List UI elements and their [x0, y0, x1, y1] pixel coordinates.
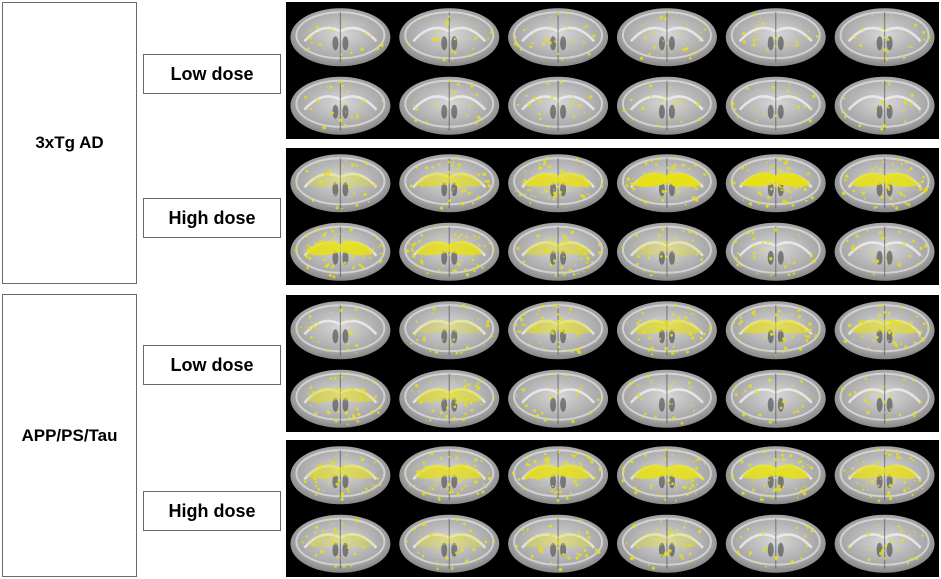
brain-slice — [834, 154, 935, 213]
brain-slice — [399, 222, 500, 281]
brain-slice — [834, 514, 935, 573]
brain-slice — [290, 446, 391, 505]
brain-slice — [834, 446, 935, 505]
brain-slice — [616, 301, 717, 360]
dose-box-3xtg-low: Low dose — [143, 54, 281, 94]
dose-box-app-low: Low dose — [143, 345, 281, 385]
brain-slice — [290, 8, 391, 67]
brain-slice — [508, 154, 609, 213]
brain-slice — [725, 154, 826, 213]
brain-slice — [508, 301, 609, 360]
brain-slice — [616, 514, 717, 573]
brain-slice — [290, 222, 391, 281]
brain-slice — [725, 76, 826, 135]
brain-slice — [616, 76, 717, 135]
brain-slices-svg — [290, 446, 935, 573]
brain-slices-svg — [290, 301, 935, 428]
brain-slice — [508, 76, 609, 135]
brain-slice — [399, 8, 500, 67]
brain-slice — [725, 369, 826, 428]
brain-slice — [725, 446, 826, 505]
brain-slice — [616, 154, 717, 213]
brain-slice — [290, 514, 391, 573]
brain-slice — [508, 514, 609, 573]
brain-slice — [508, 8, 609, 67]
dose-label-app-high: High dose — [168, 500, 256, 521]
brain-slice — [616, 446, 717, 505]
brain-slice — [834, 8, 935, 67]
brain-slice — [508, 446, 609, 505]
brain-slice — [834, 222, 935, 281]
brain-slice — [725, 222, 826, 281]
brain-slice — [399, 446, 500, 505]
brain-slice — [834, 369, 935, 428]
brain-slice — [508, 369, 609, 428]
brain-slice — [399, 514, 500, 573]
dose-box-3xtg-high: High dose — [143, 198, 281, 238]
brain-panel-app-low — [286, 295, 939, 432]
brain-slice — [290, 369, 391, 428]
dose-label-3xtg-low: Low dose — [170, 63, 254, 84]
brain-slices-svg — [290, 8, 935, 135]
brain-slice — [399, 76, 500, 135]
brain-slice — [508, 222, 609, 281]
brain-slice — [399, 154, 500, 213]
brain-slice — [616, 369, 717, 428]
brain-slice — [725, 8, 826, 67]
group-label-3xtg: 3xTg AD — [35, 133, 104, 152]
brain-panel-3xtg-high — [286, 148, 939, 285]
brain-panel-app-high — [286, 440, 939, 577]
brain-slice — [616, 222, 717, 281]
brain-slice — [290, 76, 391, 135]
dose-box-app-high: High dose — [143, 491, 281, 531]
brain-panel-3xtg-low — [286, 2, 939, 139]
group-box-3xtg: 3xTg AD — [2, 2, 137, 284]
group-box-app-ps-tau: APP/PS/Tau — [2, 294, 137, 577]
brain-slice — [725, 301, 826, 360]
group-label-app-ps-tau: APP/PS/Tau — [21, 425, 118, 445]
brain-slice — [834, 76, 935, 135]
brain-slice — [290, 154, 391, 213]
brain-slice — [834, 301, 935, 360]
dose-label-3xtg-high: High dose — [168, 207, 256, 228]
brain-slice — [290, 301, 391, 360]
dose-label-app-low: Low dose — [170, 354, 254, 375]
brain-slice — [399, 369, 500, 428]
brain-slice — [616, 8, 717, 67]
brain-slice — [399, 301, 500, 360]
brain-slice — [725, 514, 826, 573]
brain-slices-svg — [290, 154, 935, 281]
